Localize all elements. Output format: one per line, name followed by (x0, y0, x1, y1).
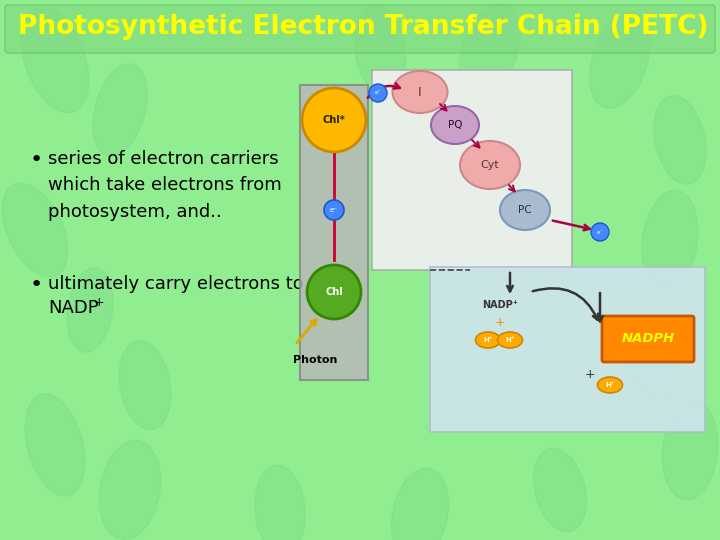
Text: NADP⁺: NADP⁺ (482, 300, 518, 310)
Ellipse shape (642, 190, 698, 289)
Text: H⁺: H⁺ (483, 337, 492, 343)
Ellipse shape (120, 341, 171, 429)
FancyBboxPatch shape (430, 267, 705, 432)
Circle shape (302, 88, 366, 152)
Text: e⁻: e⁻ (597, 230, 603, 234)
Ellipse shape (475, 332, 500, 348)
Text: ultimately carry electrons to: ultimately carry electrons to (48, 275, 304, 293)
Text: •: • (30, 150, 43, 170)
Ellipse shape (598, 377, 623, 393)
Ellipse shape (622, 317, 678, 403)
Circle shape (324, 200, 344, 220)
Circle shape (369, 84, 387, 102)
Text: e⁻: e⁻ (375, 91, 381, 96)
Text: H⁺: H⁺ (606, 382, 615, 388)
Text: H⁺: H⁺ (505, 337, 515, 343)
Ellipse shape (99, 441, 161, 539)
Text: PC: PC (518, 205, 532, 215)
Text: +: + (495, 315, 505, 328)
Text: Photosynthetic Electron Transfer Chain (PETC): Photosynthetic Electron Transfer Chain (… (18, 14, 708, 40)
Circle shape (591, 223, 609, 241)
FancyBboxPatch shape (602, 316, 694, 362)
Text: NADP: NADP (48, 299, 99, 317)
Ellipse shape (459, 4, 521, 96)
Ellipse shape (431, 106, 479, 144)
Text: Cyt: Cyt (481, 160, 500, 170)
Text: PQ: PQ (448, 120, 462, 130)
Text: series of electron carriers
which take electrons from
photosystem, and..: series of electron carriers which take e… (48, 150, 282, 221)
Ellipse shape (25, 394, 85, 496)
Circle shape (307, 265, 361, 319)
Ellipse shape (392, 468, 449, 540)
FancyBboxPatch shape (5, 5, 715, 53)
Ellipse shape (354, 5, 405, 94)
Text: NADPH: NADPH (621, 333, 675, 346)
Text: e⁻: e⁻ (330, 207, 338, 213)
Ellipse shape (654, 96, 706, 184)
FancyBboxPatch shape (372, 70, 572, 270)
Ellipse shape (460, 141, 520, 189)
Text: +: + (585, 368, 595, 381)
Text: •: • (30, 275, 43, 295)
Ellipse shape (534, 448, 587, 531)
Ellipse shape (500, 190, 550, 230)
Ellipse shape (21, 8, 89, 113)
Text: Chl: Chl (325, 287, 343, 297)
Ellipse shape (590, 12, 650, 109)
Ellipse shape (255, 465, 305, 540)
Text: Chl*: Chl* (323, 115, 346, 125)
Ellipse shape (392, 71, 448, 113)
Ellipse shape (662, 400, 718, 500)
Ellipse shape (2, 183, 68, 277)
Ellipse shape (67, 268, 113, 352)
FancyBboxPatch shape (300, 85, 368, 380)
Ellipse shape (93, 64, 147, 157)
Ellipse shape (498, 332, 523, 348)
Text: +: + (94, 296, 104, 309)
Text: I: I (418, 85, 422, 98)
Text: Photon: Photon (293, 355, 338, 365)
